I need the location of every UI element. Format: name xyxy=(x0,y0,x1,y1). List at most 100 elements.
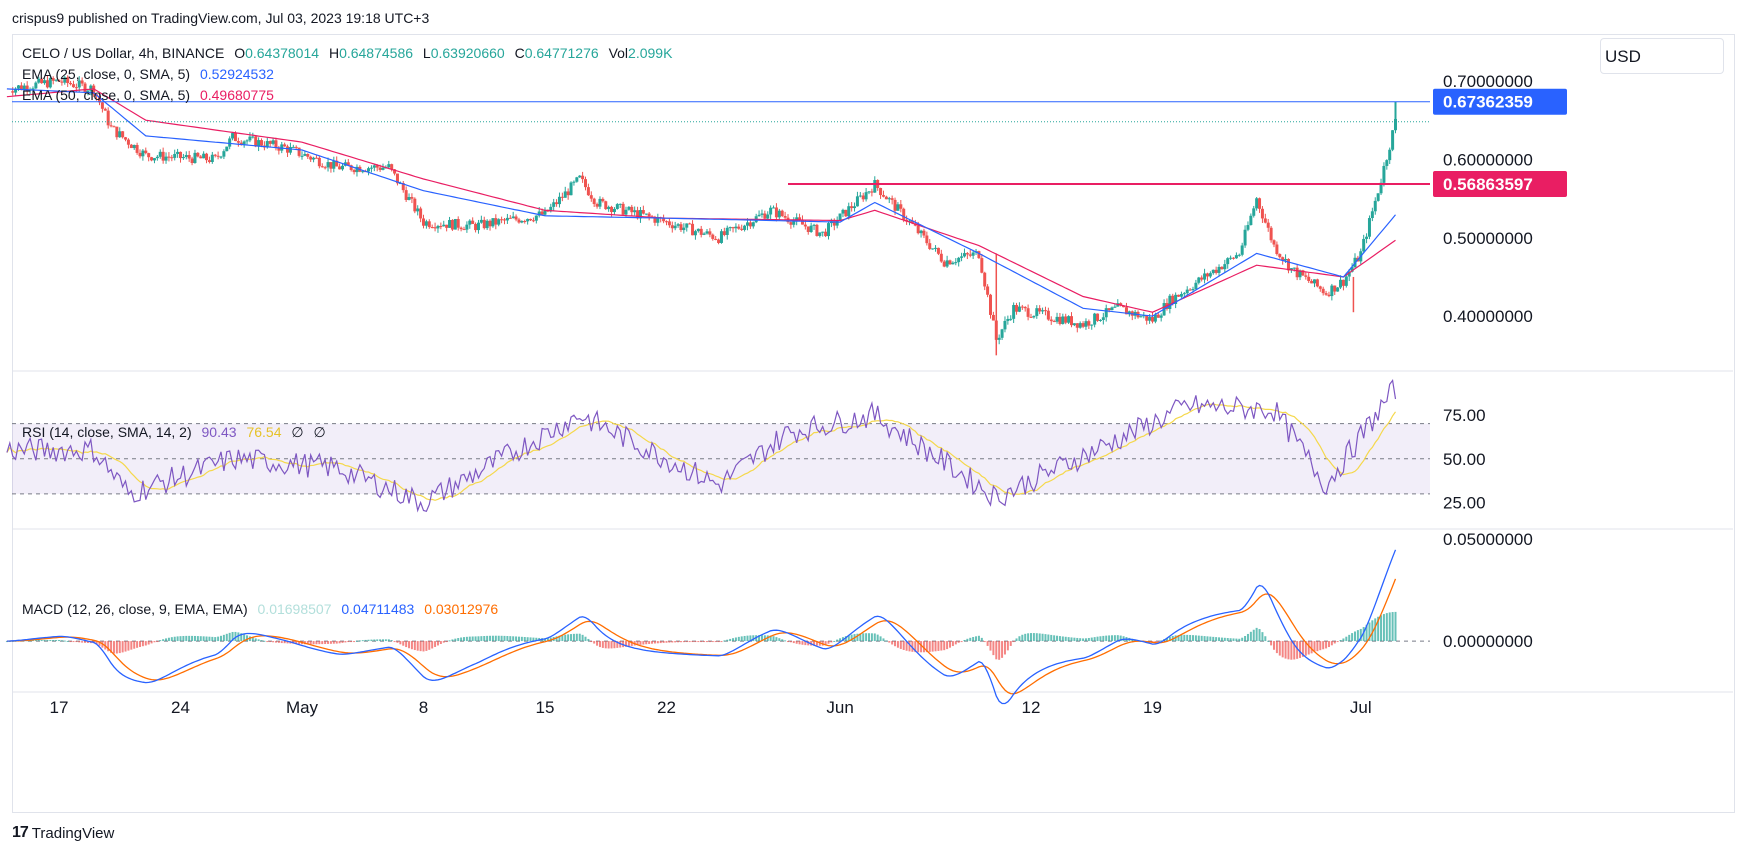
macd-histogram-bar xyxy=(856,633,859,642)
macd-histogram-bar xyxy=(40,639,43,642)
macd-histogram-bar xyxy=(1261,632,1264,642)
candle-body xyxy=(1226,258,1230,265)
candle-body xyxy=(54,79,58,81)
candle-body xyxy=(636,210,640,219)
macd-histogram-bar xyxy=(95,641,98,645)
candle-body xyxy=(581,175,585,180)
time-axis-tick-label: 12 xyxy=(1022,698,1041,717)
currency-selector[interactable]: USD xyxy=(1600,38,1724,74)
macd-histogram-bar xyxy=(1093,637,1096,642)
candle-body xyxy=(1304,275,1308,277)
candle-body xyxy=(1194,282,1198,290)
macd-histogram-bar xyxy=(139,641,141,647)
macd-histogram-bar xyxy=(130,641,133,650)
macd-histogram-bar xyxy=(691,641,694,643)
candle-body xyxy=(627,206,631,210)
candle-body xyxy=(618,203,622,205)
candle-body xyxy=(691,223,695,236)
macd-histogram-bar xyxy=(254,638,257,642)
macd-histogram-bar xyxy=(998,641,1001,660)
tradingview-brand[interactable]: 17 TradingView xyxy=(12,824,114,842)
macd-histogram-bar xyxy=(992,641,995,656)
candle-body xyxy=(1046,310,1050,320)
candle-body xyxy=(260,140,263,146)
macd-signal-value: 0.03012976 xyxy=(424,601,499,617)
candle-body xyxy=(1249,215,1253,226)
macd-histogram-bar xyxy=(480,636,483,642)
candle-body xyxy=(419,208,423,219)
candle-body xyxy=(1104,308,1108,318)
macd-histogram-bar xyxy=(69,641,72,643)
macd-histogram-bar xyxy=(677,641,680,643)
macd-histogram-bar xyxy=(185,635,188,642)
macd-histogram-bar xyxy=(31,640,34,642)
macd-histogram-bar xyxy=(1108,635,1111,642)
candle-body xyxy=(589,195,593,199)
candle-body xyxy=(205,153,209,161)
macd-histogram-bar xyxy=(202,636,205,642)
candle-body xyxy=(338,166,342,170)
candle-body xyxy=(838,213,842,221)
macd-histogram-bar xyxy=(1087,637,1090,642)
close-label: C xyxy=(514,45,525,61)
candle-body xyxy=(534,215,538,221)
candle-body xyxy=(725,227,729,235)
candle-body xyxy=(540,211,544,215)
macd-histogram-bar xyxy=(1003,641,1006,655)
macd-histogram-bar xyxy=(1070,637,1073,642)
candle-body xyxy=(763,213,767,219)
candle-body xyxy=(873,180,877,193)
candle-body xyxy=(1070,316,1073,326)
candle-body xyxy=(1139,316,1143,318)
candle-body xyxy=(1391,130,1395,150)
macd-histogram-bar xyxy=(463,637,465,642)
candle-body xyxy=(14,88,18,93)
macd-histogram-bar xyxy=(920,641,923,653)
candle-body xyxy=(662,218,666,222)
candle-body xyxy=(1292,267,1296,269)
macd-histogram-bar xyxy=(1192,635,1194,642)
candle-body xyxy=(893,199,897,211)
macd-histogram-bar xyxy=(1209,636,1212,642)
macd-histogram-bar xyxy=(925,641,928,653)
macd-histogram-bar xyxy=(193,635,196,642)
macd-histogram-bar xyxy=(949,641,951,648)
candle-body xyxy=(980,258,984,273)
macd-histogram-bar xyxy=(1015,638,1018,642)
candle-body xyxy=(459,227,463,230)
macd-histogram-bar xyxy=(156,641,159,643)
macd-histogram-bar xyxy=(850,634,853,642)
macd-histogram-bar xyxy=(396,641,399,643)
macd-histogram-bar xyxy=(1024,633,1027,642)
close-value: 0.64771276 xyxy=(524,45,599,61)
macd-histogram-bar xyxy=(746,635,749,642)
candle-body xyxy=(89,85,93,91)
macd-histogram-bar xyxy=(804,641,807,646)
candle-body xyxy=(1321,288,1325,294)
macd-histogram-bar xyxy=(494,635,497,642)
macd-histogram-bar xyxy=(630,641,633,646)
current-price-label: 0.67362359 xyxy=(1443,93,1533,112)
candle-body xyxy=(37,78,41,83)
candle-body xyxy=(948,260,952,265)
candle-body xyxy=(960,256,964,258)
candle-body xyxy=(410,197,414,199)
candle-body xyxy=(485,220,489,229)
candle-body xyxy=(803,224,807,227)
macd-histogram-bar xyxy=(376,639,379,642)
macd-histogram-bar xyxy=(581,634,584,642)
macd-histogram-bar xyxy=(1287,641,1290,660)
candle-body xyxy=(121,131,125,138)
macd-histogram-bar xyxy=(752,635,755,642)
macd-histogram-bar xyxy=(1304,641,1307,656)
macd-histogram-bar xyxy=(665,641,668,643)
macd-histogram-bar xyxy=(824,641,827,645)
macd-histogram-bar xyxy=(685,641,688,643)
macd-histogram-bar xyxy=(544,638,546,642)
candle-body xyxy=(1012,305,1016,319)
candle-body xyxy=(248,136,252,141)
macd-histogram-bar xyxy=(555,636,558,642)
macd-histogram-bar xyxy=(789,641,792,643)
candle-body xyxy=(66,77,70,84)
